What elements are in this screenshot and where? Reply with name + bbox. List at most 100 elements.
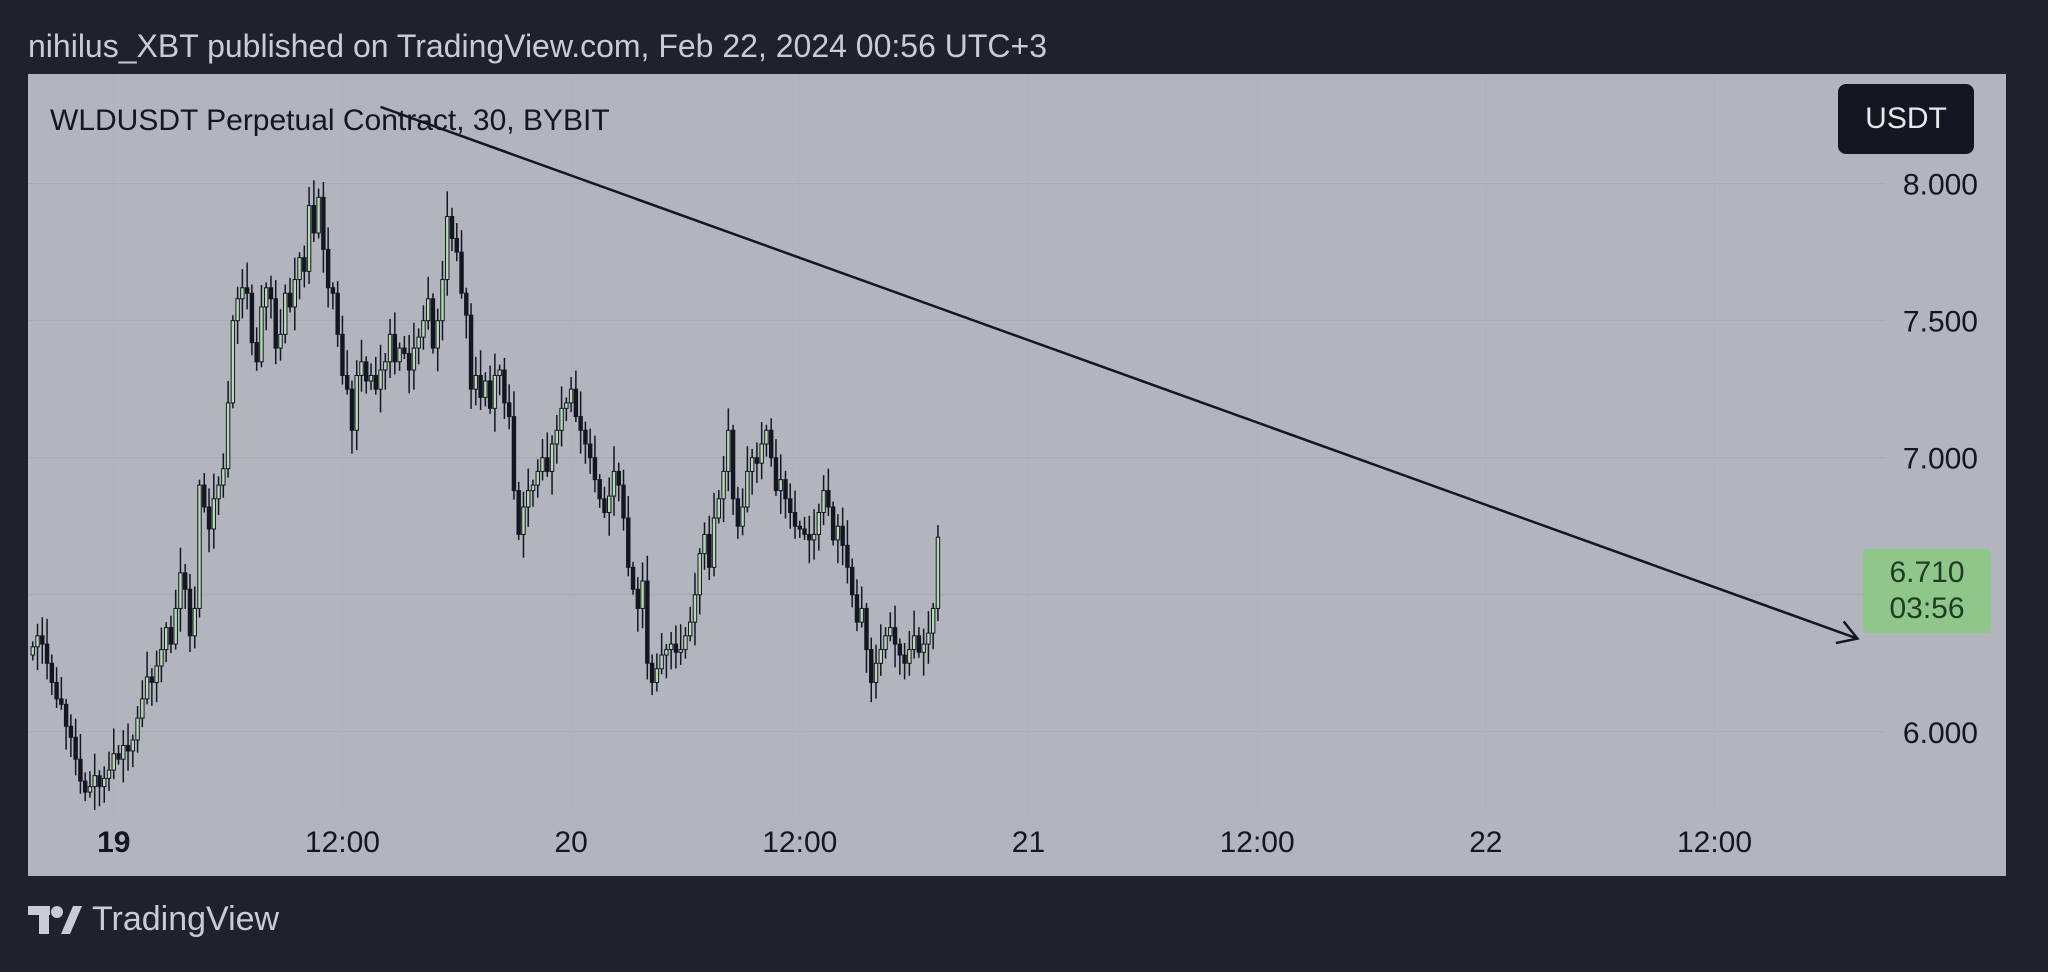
candle-body — [459, 251, 464, 294]
candle-body — [397, 347, 402, 363]
candle-body — [830, 506, 836, 541]
candle-body — [597, 479, 602, 500]
candle-body — [502, 369, 507, 404]
candle-body — [416, 336, 421, 349]
candle-body — [878, 649, 883, 664]
candle-body — [30, 646, 35, 656]
candle-body — [240, 287, 245, 300]
candle-body — [478, 374, 483, 398]
candle-body — [168, 627, 174, 645]
symbol-title: WLDUSDT Perpetual Contract, 30, BYBIT — [50, 104, 610, 137]
candle-body — [102, 777, 107, 788]
candle-body — [297, 257, 302, 281]
candle-body — [335, 292, 340, 335]
candle-body — [178, 572, 183, 609]
candle-body — [783, 479, 788, 500]
candle-body — [683, 635, 688, 651]
x-tick-label: 12:00 — [762, 826, 837, 859]
candle-body — [564, 402, 569, 409]
candle-body — [402, 347, 407, 355]
brand[interactable]: TradingView — [28, 900, 279, 939]
candle-body — [869, 649, 874, 683]
candle-body — [926, 632, 931, 645]
candle-body — [287, 292, 293, 308]
price-chart[interactable]: 6.0006.5007.0007.5008.0001912:002012:002… — [28, 74, 2006, 876]
candle-body — [92, 775, 97, 788]
candle-body — [445, 216, 450, 281]
candle-body — [902, 654, 907, 664]
candle-body — [826, 490, 831, 508]
x-tick-label: 12:00 — [1220, 826, 1295, 859]
candle-body — [49, 662, 55, 683]
candle-body — [711, 517, 717, 568]
candle-body — [268, 287, 274, 300]
candle-body — [735, 498, 741, 527]
candle-body — [754, 457, 760, 464]
bar-countdown: 03:56 — [1889, 592, 1965, 625]
grid — [28, 74, 1886, 814]
last-price-value: 6.710 — [1889, 556, 1965, 589]
candle-body — [206, 506, 212, 530]
candle-body — [340, 333, 345, 376]
candle-body — [602, 498, 607, 514]
candle-body — [583, 429, 588, 445]
candle-body — [568, 388, 574, 404]
candle-body — [740, 506, 745, 527]
candle-body — [859, 607, 864, 623]
candle-body — [306, 205, 312, 272]
candle-body — [749, 457, 755, 472]
candle-body — [521, 506, 526, 535]
candle-body — [511, 416, 517, 492]
candle-body — [692, 594, 698, 623]
candle-body — [873, 662, 879, 683]
candle-body — [421, 320, 426, 338]
candle-body — [526, 490, 531, 508]
brand-name: TradingView — [92, 900, 280, 938]
candle-body — [44, 643, 50, 664]
candle-body — [630, 566, 636, 590]
candle-body — [263, 287, 269, 308]
candle-body — [621, 484, 626, 519]
candle-body — [249, 292, 255, 344]
candle-body — [273, 298, 278, 349]
candle-body — [678, 649, 683, 653]
candle-body — [106, 769, 112, 779]
candle-body — [726, 429, 731, 472]
candle-body — [135, 717, 140, 741]
candle-body — [292, 279, 298, 308]
candle-body — [406, 353, 412, 371]
candle-body — [116, 753, 121, 760]
candle-body — [897, 643, 903, 656]
candle-body — [244, 287, 250, 294]
candle-body — [163, 627, 169, 651]
candle-body — [73, 736, 78, 760]
candle-body — [664, 649, 669, 656]
candle-body — [121, 744, 126, 760]
candle-body — [768, 429, 774, 459]
candle-body — [506, 402, 512, 418]
candle-body — [802, 528, 807, 535]
candle-body — [321, 196, 326, 250]
candle-body — [811, 533, 817, 541]
y-tick-label: 7.500 — [1903, 306, 1978, 339]
candle-body — [473, 374, 479, 390]
candle-body — [759, 443, 764, 464]
candle-body — [173, 607, 178, 645]
candle-body — [144, 676, 150, 700]
candle-body — [849, 566, 855, 596]
x-tick-label: 12:00 — [1677, 826, 1752, 859]
chart-panel[interactable]: 6.0006.5007.0007.5008.0001912:002012:002… — [28, 74, 2006, 876]
currency-button[interactable]: USDT — [1838, 84, 1974, 154]
candle-body — [635, 588, 641, 609]
candle-body — [921, 643, 926, 653]
candle-body — [149, 676, 155, 683]
candle-body — [364, 361, 369, 382]
candle-body — [35, 635, 40, 648]
candle-body — [697, 553, 702, 596]
candle-body — [778, 479, 783, 492]
y-tick-label: 8.000 — [1903, 169, 1978, 202]
candle-body — [216, 484, 221, 500]
candle-body — [807, 533, 812, 541]
trendline-arrowhead — [1835, 620, 1860, 645]
y-tick-label: 6.000 — [1903, 717, 1978, 750]
